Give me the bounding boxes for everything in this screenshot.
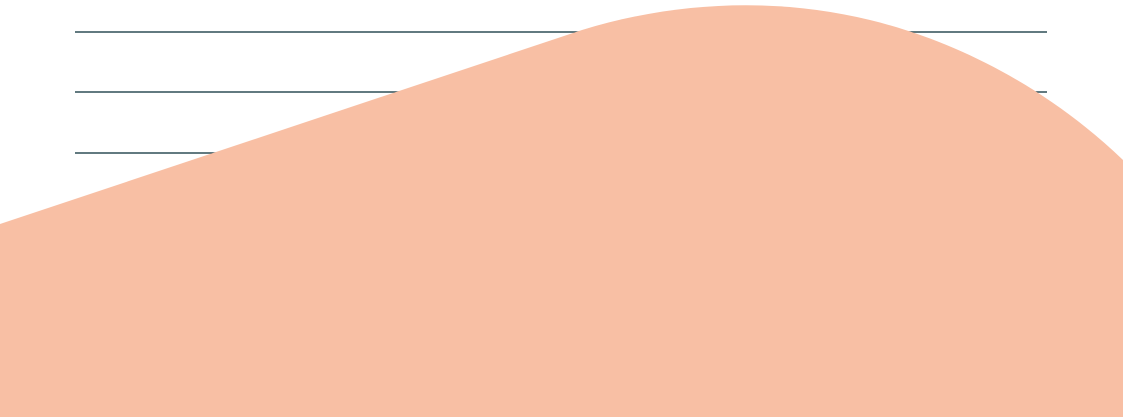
- wave-shape: [0, 5, 1123, 417]
